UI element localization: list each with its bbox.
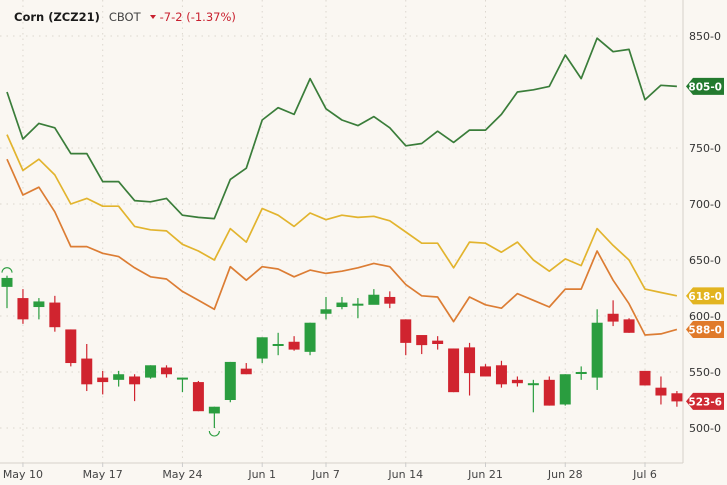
candle — [432, 340, 444, 344]
candle — [448, 348, 460, 393]
x-tick-label: Jul 6 — [632, 468, 657, 481]
candle — [113, 374, 125, 380]
candle — [65, 329, 77, 364]
candle — [288, 341, 300, 350]
upper-band-line — [6, 37, 677, 220]
candle — [639, 370, 651, 386]
price-tag — [686, 77, 724, 95]
y-tick-label: 500-0 — [689, 422, 721, 435]
contract-title: Corn (ZCZ21) — [14, 10, 100, 24]
x-tick-label: Jun 28 — [547, 468, 583, 481]
price-tag-label: 805-0 — [688, 81, 722, 93]
candle — [368, 294, 380, 305]
candle — [559, 374, 571, 405]
candle — [464, 347, 476, 374]
candle — [623, 319, 635, 333]
candle — [416, 335, 428, 346]
y-tick-label: 550-0 — [689, 366, 721, 379]
price-tag — [686, 392, 724, 410]
candlesticks — [1, 275, 683, 428]
candle — [575, 372, 587, 374]
candle — [161, 367, 172, 375]
candle — [655, 387, 667, 396]
candle — [384, 296, 396, 304]
candle — [129, 376, 141, 385]
candle — [17, 298, 29, 320]
triangle-down-icon — [149, 15, 156, 19]
x-tick-label: Jun 7 — [311, 468, 340, 481]
price-tag — [686, 287, 724, 305]
y-tick-label: 650-0 — [689, 254, 721, 267]
price-tag-label: 588-0 — [688, 324, 722, 336]
x-tick-label: Jun 21 — [467, 468, 503, 481]
candle — [1, 277, 13, 287]
candle — [240, 368, 252, 375]
candle — [49, 302, 61, 328]
x-tick-label: May 17 — [83, 468, 123, 481]
x-axis-ticks: May 10 May 17 May 24 Jun 1 Jun 7 Jun 14 Jun 21… — [3, 463, 657, 481]
price-tags: 805-0 618-0 588-0 523-6 — [686, 77, 724, 410]
x-tick-label: May 24 — [162, 468, 202, 481]
candle — [480, 366, 491, 377]
chart-header: Corn (ZCZ21) CBOT -7-2 (-1.37%) — [14, 8, 236, 26]
high-marker-icon — [1, 267, 13, 273]
x-tick-label: Jun 1 — [247, 468, 276, 481]
candle — [495, 365, 507, 385]
candle — [527, 383, 539, 386]
candle — [81, 358, 93, 385]
candle — [176, 377, 188, 380]
candle — [320, 309, 332, 314]
band-lines — [6, 37, 678, 336]
candle — [208, 406, 220, 414]
candle — [543, 379, 555, 406]
candle — [192, 382, 204, 412]
extreme-markers — [1, 267, 220, 437]
x-tick-label: May 10 — [3, 468, 43, 481]
price-tag-label: 523-6 — [688, 396, 722, 408]
y-axis-ticks: 850-0 750-0 700-0 650-0 600-0 550-0 500-0 — [689, 30, 721, 435]
y-tick-label: 700-0 — [689, 198, 721, 211]
candle — [352, 303, 364, 306]
candle — [33, 301, 45, 308]
candle — [607, 313, 619, 322]
candle — [304, 322, 316, 352]
middle-band-line — [6, 134, 678, 297]
y-tick-label: 600-0 — [689, 310, 721, 323]
y-tick-label: 750-0 — [689, 142, 721, 155]
candle — [224, 361, 236, 400]
candle — [511, 379, 523, 384]
exchange-label: CBOT — [108, 10, 141, 24]
candle — [671, 393, 683, 402]
candle — [97, 377, 109, 383]
low-marker-icon — [208, 430, 220, 437]
candle — [400, 319, 412, 343]
candle — [145, 365, 157, 378]
price-change-value: -7-2 (-1.37%) — [159, 10, 236, 24]
candle — [256, 337, 268, 359]
price-tag-label: 618-0 — [688, 291, 722, 303]
price-change: -7-2 (-1.37%) — [149, 10, 236, 24]
lower-band-line — [6, 158, 678, 336]
price-tag — [686, 320, 724, 338]
candle — [272, 344, 284, 346]
candle — [336, 302, 348, 308]
x-tick-label: Jun 14 — [387, 468, 423, 481]
y-tick-label: 850-0 — [689, 30, 721, 43]
candle — [591, 322, 603, 378]
